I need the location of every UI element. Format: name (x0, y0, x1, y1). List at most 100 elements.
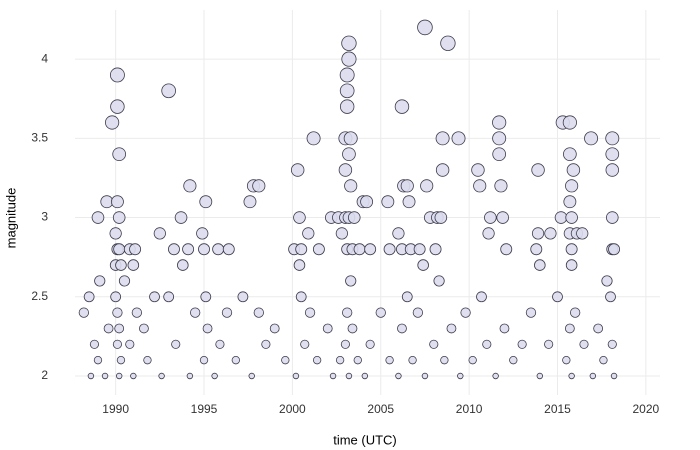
y-tick-label: 3.5 (31, 131, 48, 145)
point (361, 372, 369, 380)
point (186, 372, 194, 380)
point (139, 323, 149, 334)
point (116, 355, 126, 365)
point (552, 291, 563, 303)
point (500, 243, 513, 256)
point (565, 211, 578, 224)
point (112, 211, 126, 224)
point (531, 227, 545, 240)
point (149, 291, 160, 303)
point (429, 243, 442, 256)
point (243, 195, 257, 209)
point (499, 323, 510, 334)
point (110, 195, 124, 209)
point (342, 147, 356, 162)
point (199, 355, 209, 365)
point (408, 355, 417, 365)
point (360, 195, 374, 209)
point (476, 291, 487, 303)
point (293, 211, 306, 224)
point (339, 67, 355, 83)
x-axis-title: time (UTC) (333, 432, 397, 447)
point (482, 227, 495, 240)
point (413, 243, 426, 256)
point (544, 339, 554, 349)
point (395, 372, 402, 380)
point (252, 179, 266, 193)
x-tick-label: 1990 (102, 402, 129, 416)
point (115, 259, 127, 271)
point (231, 355, 241, 365)
y-tick-label: 3 (41, 210, 48, 224)
point (565, 179, 579, 193)
point (129, 243, 142, 256)
point (171, 339, 181, 349)
point (94, 275, 106, 287)
point (312, 355, 322, 365)
point (473, 179, 487, 193)
point (211, 372, 218, 380)
point (345, 372, 353, 380)
point (339, 99, 355, 114)
point (397, 323, 407, 334)
y-tick-label: 2 (41, 368, 48, 382)
point (383, 243, 396, 256)
point (492, 115, 507, 130)
point (339, 83, 355, 99)
point (482, 339, 492, 349)
point (105, 115, 120, 130)
point (109, 67, 125, 83)
point (347, 211, 361, 224)
point (174, 211, 188, 224)
point (610, 372, 618, 380)
point (125, 339, 135, 349)
point (563, 147, 577, 162)
point (196, 227, 209, 240)
point (605, 291, 616, 303)
point (402, 195, 416, 209)
point (570, 307, 581, 318)
point (221, 307, 233, 318)
point (530, 243, 543, 256)
point (353, 243, 366, 256)
point (83, 291, 95, 303)
y-axis-title: magnitude (3, 188, 18, 249)
point (248, 372, 255, 380)
point (364, 243, 377, 256)
point (341, 35, 357, 51)
point (183, 179, 197, 193)
point (554, 211, 568, 224)
point (212, 243, 225, 256)
point (494, 179, 508, 193)
point (417, 259, 429, 271)
point (400, 179, 414, 193)
point (295, 291, 307, 303)
point (158, 372, 165, 380)
point (177, 259, 189, 271)
point (340, 339, 350, 349)
point (468, 355, 477, 365)
point (130, 372, 137, 380)
point (606, 211, 619, 224)
point (199, 195, 213, 209)
point (115, 372, 123, 380)
point (607, 339, 617, 349)
point (365, 339, 375, 349)
point (565, 243, 578, 256)
point (281, 355, 290, 365)
point (222, 243, 235, 256)
point (87, 372, 95, 380)
point (605, 163, 619, 177)
point (536, 372, 544, 380)
point (460, 307, 471, 318)
point (492, 131, 507, 146)
point (182, 243, 195, 256)
point (576, 227, 589, 240)
point (329, 372, 337, 380)
point (440, 35, 456, 51)
point (566, 163, 581, 177)
point (113, 243, 126, 256)
x-tick-label: 2005 (367, 402, 394, 416)
point (347, 323, 358, 334)
